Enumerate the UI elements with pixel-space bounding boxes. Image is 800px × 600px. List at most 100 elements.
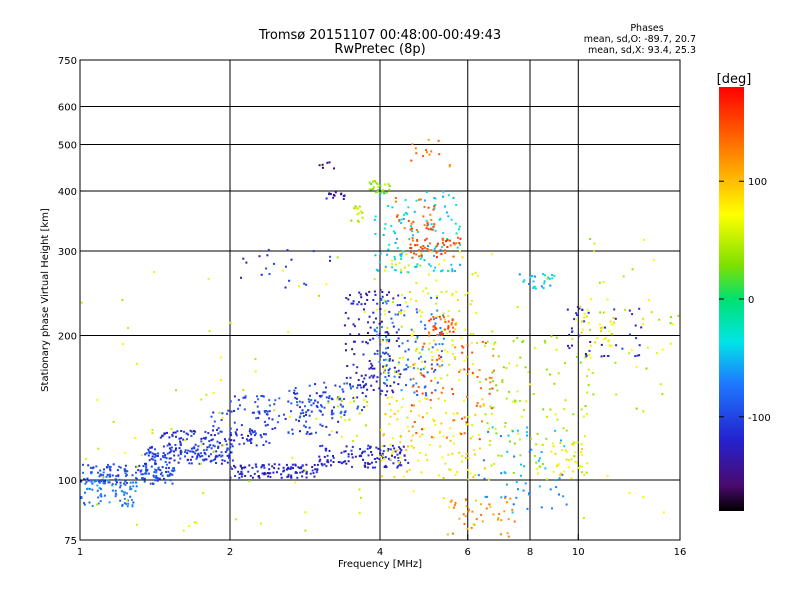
data-point bbox=[552, 445, 555, 448]
data-point bbox=[434, 326, 437, 329]
data-point bbox=[411, 239, 414, 242]
data-point bbox=[373, 218, 376, 221]
data-point bbox=[302, 469, 305, 472]
data-point bbox=[328, 449, 331, 452]
data-point bbox=[516, 337, 519, 339]
data-point bbox=[468, 508, 471, 511]
data-point bbox=[548, 278, 551, 280]
data-point bbox=[396, 453, 399, 456]
data-point bbox=[454, 323, 457, 326]
data-point bbox=[448, 506, 451, 509]
data-point bbox=[381, 188, 384, 191]
data-point bbox=[412, 404, 415, 407]
data-point bbox=[210, 415, 213, 418]
data-point bbox=[384, 376, 387, 379]
data-point bbox=[358, 455, 361, 458]
data-point bbox=[526, 507, 529, 510]
data-point bbox=[474, 413, 477, 416]
data-point bbox=[171, 469, 174, 472]
data-point bbox=[83, 502, 85, 504]
data-point bbox=[446, 239, 449, 241]
data-point bbox=[402, 250, 405, 253]
data-point bbox=[407, 366, 410, 369]
data-point bbox=[98, 480, 101, 483]
data-point bbox=[545, 416, 548, 418]
data-point bbox=[413, 421, 416, 423]
data-point bbox=[345, 462, 348, 465]
data-point bbox=[131, 474, 134, 477]
data-point bbox=[398, 345, 401, 348]
data-point bbox=[294, 396, 297, 399]
data-point bbox=[399, 435, 402, 438]
data-point bbox=[266, 410, 269, 413]
data-point bbox=[405, 368, 408, 371]
data-point bbox=[210, 459, 213, 462]
data-point bbox=[424, 392, 427, 395]
data-point bbox=[166, 463, 168, 466]
data-point bbox=[321, 464, 324, 467]
data-point bbox=[507, 535, 510, 538]
data-point bbox=[159, 436, 162, 439]
data-point bbox=[352, 440, 355, 442]
data-point bbox=[396, 215, 399, 218]
data-point bbox=[261, 472, 264, 475]
data-point bbox=[492, 354, 495, 357]
data-point bbox=[546, 278, 549, 281]
data-point bbox=[410, 222, 413, 225]
data-point bbox=[465, 355, 468, 358]
data-point bbox=[101, 476, 104, 478]
data-point bbox=[442, 497, 445, 500]
data-point bbox=[219, 430, 222, 433]
data-point bbox=[522, 489, 525, 492]
data-point bbox=[389, 458, 392, 461]
data-point bbox=[529, 276, 532, 279]
data-point bbox=[581, 308, 584, 311]
data-point bbox=[446, 374, 449, 377]
data-point bbox=[506, 450, 509, 453]
data-point bbox=[581, 320, 584, 323]
data-point bbox=[308, 433, 311, 436]
data-point bbox=[661, 348, 664, 351]
data-point bbox=[543, 339, 546, 342]
data-point bbox=[438, 365, 441, 368]
x-tick-label: 8 bbox=[527, 547, 533, 558]
data-point bbox=[463, 359, 466, 362]
data-point bbox=[387, 369, 390, 372]
data-point bbox=[337, 420, 340, 423]
data-point bbox=[421, 360, 424, 363]
data-point bbox=[470, 299, 473, 302]
data-point bbox=[417, 386, 420, 388]
data-point bbox=[387, 340, 390, 343]
data-point bbox=[492, 369, 495, 372]
data-point bbox=[459, 369, 462, 371]
data-point bbox=[331, 409, 334, 412]
data-point bbox=[355, 207, 358, 210]
data-point bbox=[397, 456, 400, 459]
data-point bbox=[397, 465, 400, 468]
data-point bbox=[364, 302, 367, 305]
data-point bbox=[255, 465, 258, 468]
data-point bbox=[407, 264, 410, 267]
data-point bbox=[409, 246, 412, 249]
data-point bbox=[525, 400, 528, 403]
data-point bbox=[157, 452, 160, 455]
data-point bbox=[498, 513, 501, 515]
data-point bbox=[444, 249, 446, 252]
data-point bbox=[507, 518, 510, 521]
data-point bbox=[563, 470, 566, 473]
data-point bbox=[412, 367, 415, 370]
data-point bbox=[450, 323, 453, 326]
data-point bbox=[344, 419, 347, 421]
data-point bbox=[554, 413, 557, 416]
data-point bbox=[226, 461, 229, 464]
data-point bbox=[385, 340, 388, 343]
data-point bbox=[487, 478, 490, 481]
data-point bbox=[317, 294, 320, 297]
data-point bbox=[114, 483, 117, 486]
data-point bbox=[365, 400, 368, 403]
data-point bbox=[495, 432, 498, 435]
data-point bbox=[291, 432, 294, 435]
data-point bbox=[430, 313, 433, 316]
data-point bbox=[230, 434, 233, 437]
